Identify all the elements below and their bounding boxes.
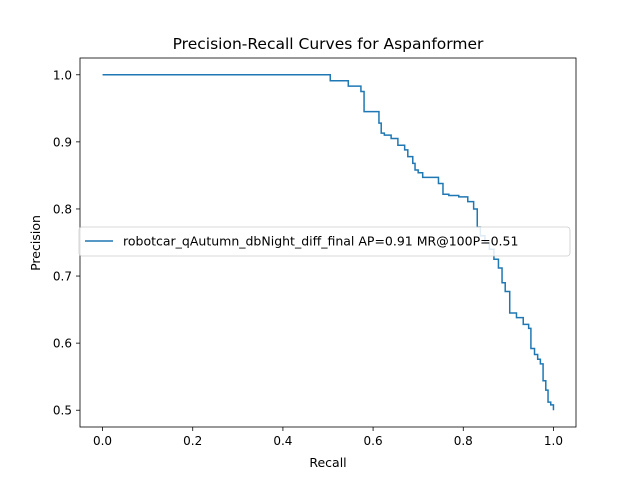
- x-tick-label: 1.0: [544, 434, 563, 448]
- x-tick-label: 0.0: [93, 434, 112, 448]
- x-axis-label: Recall: [309, 455, 346, 470]
- legend: robotcar_qAutumn_dbNight_diff_final AP=0…: [78, 226, 571, 257]
- y-tick-label: 0.7: [53, 270, 72, 284]
- y-tick-label: 0.5: [53, 404, 72, 418]
- y-axis-ticks: 0.5 0.6 0.7 0.8 0.9 1.0: [53, 68, 80, 418]
- x-tick-label: 0.8: [454, 434, 473, 448]
- legend-entry-label: robotcar_qAutumn_dbNight_diff_final AP=0…: [123, 234, 518, 249]
- y-tick-label: 0.6: [53, 337, 72, 351]
- pr-curve-line: [102, 74, 555, 411]
- y-tick-label: 1.0: [53, 68, 72, 82]
- y-tick-label: 0.9: [53, 135, 72, 149]
- chart-title: Precision-Recall Curves for Aspanformer: [173, 35, 484, 53]
- x-axis-ticks: 0.0 0.2 0.4 0.6 0.8 1.0: [93, 427, 563, 448]
- x-tick-label: 0.6: [364, 434, 383, 448]
- y-tick-label: 0.8: [53, 202, 72, 216]
- x-tick-label: 0.2: [183, 434, 202, 448]
- x-tick-label: 0.4: [273, 434, 292, 448]
- legend-box: [78, 226, 571, 257]
- y-axis-label: Precision: [28, 215, 43, 271]
